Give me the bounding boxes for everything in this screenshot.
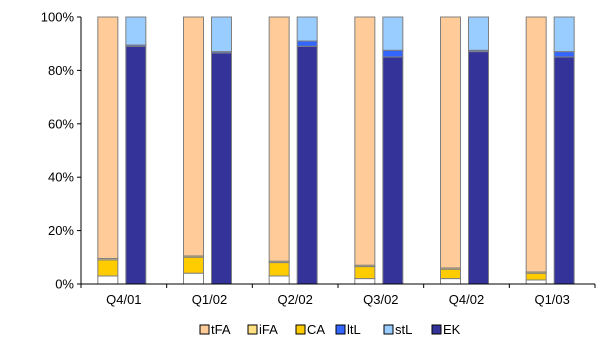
x-axis: Q4/01 Q1/02 Q2/02 Q3/02 Q4/02 Q1/03 [80,283,596,307]
legend-swatch [199,324,210,335]
legend-label: ltL [347,322,361,337]
bar-segment-tfa [183,16,204,257]
x-tick-label: Q1/03 [534,292,569,307]
y-tick-label: 100% [41,10,75,25]
bar-segment-stl [211,16,232,53]
x-tick-label: Q4/01 [106,292,141,307]
bar-segment-ca [440,268,461,280]
bar-segment-ca [97,259,119,277]
bar-segment-base [440,278,461,285]
bar-segment-stl [296,16,318,42]
bar-segment-ca [354,266,376,280]
y-tick-label: 0% [55,277,74,292]
bar-segment-stl [125,16,147,46]
bar-segment-tfa [268,16,290,262]
x-tick-label: Q2/02 [277,292,312,307]
bar-segment-tfa [97,16,119,260]
bar-segment-base [268,275,290,285]
bar-segment-tfa [440,16,461,269]
bar-segment-stl [382,16,404,51]
y-tick-label: 40% [48,170,74,185]
bar-segment-base [183,272,204,285]
legend-label: stL [395,322,412,337]
y-tick-label: 20% [48,223,74,238]
legend-swatch [295,324,306,335]
y-axis: 0% 20% 40% 60% 80% 100% [41,10,82,292]
bar-segment-stl [468,16,489,51]
legend-label: CA [307,322,325,337]
plot-area [97,16,575,285]
legend-swatch [383,324,394,335]
bar-segment-ltl [553,51,575,58]
bar-segment-ek [125,45,147,285]
bar-segment-tfa [525,16,547,273]
x-tick-label: Q4/02 [449,292,484,307]
x-tick-label: Q1/02 [192,292,227,307]
bar-segment-ek [211,52,232,285]
bar-segment-tfa [354,16,376,266]
legend-swatch [431,324,442,335]
y-tick-label: 80% [48,63,74,78]
bar-segment-stl [553,16,575,53]
bar-segment-base [525,279,547,285]
legend-swatch [335,324,346,335]
legend-swatch [247,324,258,335]
bar-segment-ek [553,56,575,285]
bar-segment-ek [296,45,318,285]
bar-segment-ek [468,51,489,285]
y-tick-label: 60% [48,116,74,131]
bar-segment-base [97,275,119,285]
legend-label: EK [443,322,461,337]
legend: tFA iFA CA ltL stL EK [199,322,461,337]
bar-segment-ca [183,256,204,274]
bar-segment-ltl [382,49,404,58]
legend-label: tFA [211,322,231,337]
bar-segment-ltl [296,40,318,47]
x-tick-label: Q3/02 [363,292,398,307]
bar-segment-ca [268,262,290,277]
legend-label: iFA [259,322,278,337]
bar-segment-base [354,278,376,285]
bar-segment-ca [525,272,547,281]
bar-segment-ek [382,56,404,285]
